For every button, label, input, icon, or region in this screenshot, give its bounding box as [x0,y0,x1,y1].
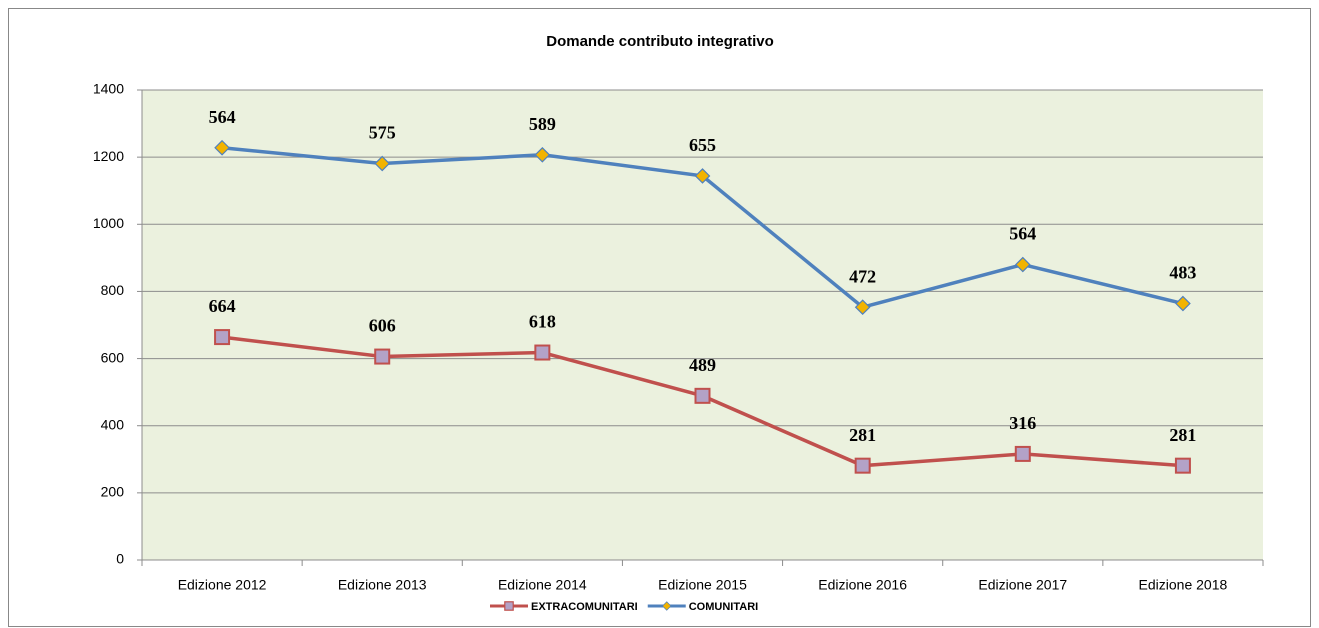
data-label: 664 [209,296,236,316]
marker [854,457,871,474]
marker [694,168,711,184]
data-label: 618 [529,312,556,332]
marker [214,329,231,346]
data-label: 472 [849,266,876,286]
marker [214,139,230,156]
marker [534,146,551,163]
data-label: 281 [849,425,876,445]
y-tick-label: 0 [116,551,124,567]
data-label: 489 [689,355,716,375]
data-label: 316 [1009,413,1036,433]
marker [374,348,391,365]
x-tick-label: Edizione 2013 [338,577,427,593]
data-label: 575 [369,123,396,143]
marker [1175,295,1191,312]
y-tick-label: 400 [101,416,125,432]
marker [1014,256,1031,273]
marker [534,344,551,361]
data-label: 483 [1169,263,1196,283]
y-tick-label: 1400 [93,81,124,97]
data-label: 564 [1009,224,1036,244]
marker [854,299,871,316]
x-tick-label: Edizione 2012 [178,577,267,593]
marker [694,387,711,404]
legend-label: EXTRACOMUNITARI [531,601,638,613]
legend-label: COMUNITARI [689,601,758,613]
marker [504,601,514,611]
y-tick-label: 800 [101,282,125,298]
marker [1174,457,1191,474]
x-tick-label: Edizione 2018 [1139,577,1228,593]
data-label: 606 [369,316,396,336]
y-tick-label: 200 [101,484,125,500]
x-tick-label: Edizione 2014 [498,577,587,593]
marker [374,155,391,172]
x-tick-label: Edizione 2016 [818,577,907,593]
y-tick-label: 1000 [93,215,124,231]
marker [1014,445,1031,462]
y-tick-label: 1200 [93,148,124,164]
data-label: 655 [689,135,716,155]
y-tick-label: 600 [101,349,125,365]
chart-title: Domande contributo integrativo [546,33,774,50]
data-label: 589 [529,114,556,134]
marker [662,601,672,611]
data-label: 564 [209,107,236,127]
data-label: 281 [1169,425,1196,445]
plot-area [142,90,1263,560]
x-tick-label: Edizione 2015 [658,577,747,593]
x-tick-label: Edizione 2017 [978,577,1067,593]
